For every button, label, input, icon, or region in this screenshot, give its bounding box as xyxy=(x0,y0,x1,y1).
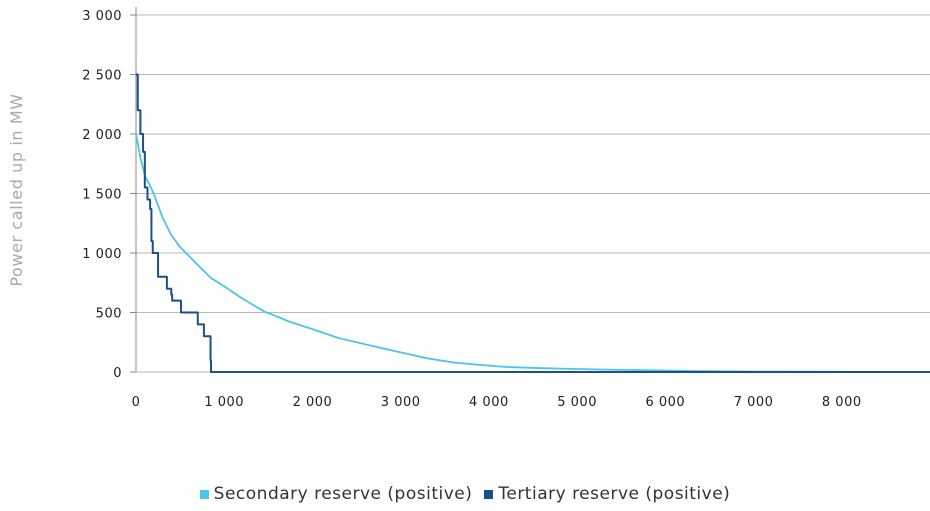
y-tick-label: 1 500 xyxy=(82,188,122,203)
x-tick-label: 4 000 xyxy=(469,395,509,410)
legend-swatch xyxy=(484,489,494,499)
y-tick-label: 0 xyxy=(113,366,122,381)
legend-label: Tertiary reserve (positive) xyxy=(498,484,731,504)
y-tick-label: 500 xyxy=(96,307,122,322)
legend-item: Tertiary reserve (positive) xyxy=(484,484,730,504)
gridlines xyxy=(136,14,930,373)
legend-label: Secondary reserve (positive) xyxy=(213,484,473,504)
x-tick-label: 7 000 xyxy=(734,395,774,410)
y-tick-label: 2 500 xyxy=(82,69,122,84)
y-tick-label: 1 000 xyxy=(82,247,122,262)
x-axis: 0 1 000 2 000 3 000 4 000 5 000 6 000 7 000 8 00… xyxy=(132,395,862,410)
y-axis: 0 500 1 000 1 500 2 000 2 500 3 000 xyxy=(82,9,136,381)
series-line-1 xyxy=(136,73,930,373)
legend-item: Secondary reserve (positive) xyxy=(199,484,473,504)
x-tick-label: 8 000 xyxy=(822,395,862,410)
series-layer xyxy=(135,73,930,373)
x-tick-label: 0 xyxy=(132,395,141,410)
y-tick-label: 2 000 xyxy=(82,128,122,143)
x-tick-label: 2 000 xyxy=(293,395,333,410)
x-tick-label: 3 000 xyxy=(381,395,421,410)
legend-swatch xyxy=(199,489,209,499)
y-tick-label: 3 000 xyxy=(82,9,122,24)
legend: Secondary reserve (positive) Tertiary res… xyxy=(0,484,930,504)
x-tick-label: 1 000 xyxy=(204,395,244,410)
series-line-0 xyxy=(135,133,930,373)
x-tick-label: 5 000 xyxy=(557,395,597,410)
x-tick-label: 6 000 xyxy=(645,395,685,410)
y-axis-label: Power called up in MW xyxy=(7,93,26,286)
